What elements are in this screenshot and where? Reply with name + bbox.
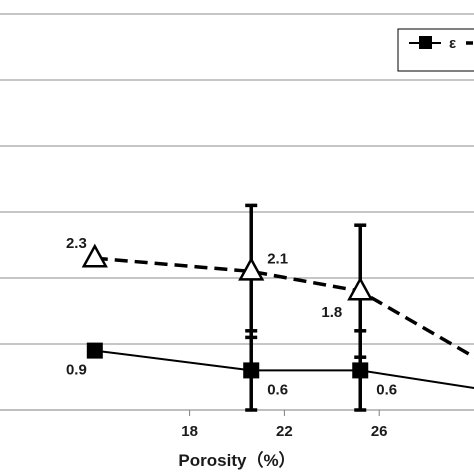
x-axis-title: Porosity（%） — [178, 450, 295, 470]
data-label: 0.6 — [267, 381, 288, 398]
data-label: 2.3 — [66, 235, 87, 252]
data-label: 0.6 — [376, 381, 397, 398]
series-line-1 — [94, 256, 474, 360]
triangle-marker — [238, 256, 265, 281]
x-tick-labels: 18 22 26 — [181, 410, 388, 440]
data-label: 0.9 — [66, 362, 87, 379]
square-marker — [243, 362, 260, 379]
error-bars — [245, 203, 367, 412]
data-labels: 0.9 0.6 0.6 2.3 2.1 1.8 — [66, 235, 397, 398]
series-line-0 — [94, 349, 474, 390]
square-marker — [86, 342, 103, 359]
legend-box — [397, 28, 474, 72]
data-markers — [81, 243, 374, 379]
x-tick-label: 26 — [371, 423, 388, 440]
legend-label: ε — [449, 35, 456, 52]
gridlines — [0, 13, 474, 411]
legend: ε — [397, 28, 474, 72]
square-marker — [352, 362, 369, 379]
legend-square-marker — [419, 36, 432, 49]
x-tick-label: 18 — [181, 423, 198, 440]
triangle-marker — [347, 276, 374, 301]
data-label: 2.1 — [267, 250, 288, 267]
x-tick-label: 22 — [276, 423, 293, 440]
data-label: 1.8 — [321, 304, 342, 321]
series-lines — [94, 256, 474, 390]
triangle-marker — [81, 243, 108, 268]
